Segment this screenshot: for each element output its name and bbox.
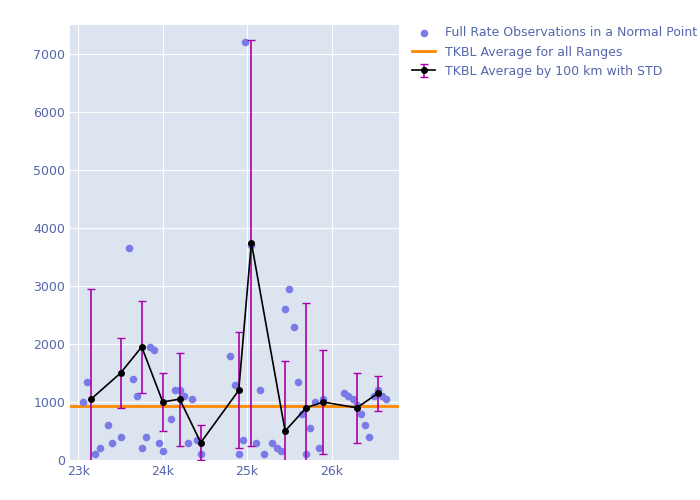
Full Rate Observations in a Normal Point xyxy=(229,380,240,388)
Full Rate Observations in a Normal Point xyxy=(267,438,278,446)
Full Rate Observations in a Normal Point xyxy=(136,444,147,452)
Full Rate Observations in a Normal Point xyxy=(140,433,151,441)
Full Rate Observations in a Normal Point xyxy=(284,285,295,293)
Full Rate Observations in a Normal Point xyxy=(90,450,101,458)
Full Rate Observations in a Normal Point xyxy=(351,401,363,409)
Full Rate Observations in a Normal Point xyxy=(360,421,371,429)
Full Rate Observations in a Normal Point xyxy=(292,378,303,386)
Full Rate Observations in a Normal Point xyxy=(115,433,126,441)
Full Rate Observations in a Normal Point xyxy=(347,395,358,403)
Legend: Full Rate Observations in a Normal Point, TKBL Average for all Ranges, TKBL Aver: Full Rate Observations in a Normal Point… xyxy=(409,22,700,82)
Full Rate Observations in a Normal Point xyxy=(225,352,236,360)
Full Rate Observations in a Normal Point xyxy=(300,450,312,458)
Full Rate Observations in a Normal Point xyxy=(254,386,265,394)
Full Rate Observations in a Normal Point xyxy=(304,424,316,432)
Full Rate Observations in a Normal Point xyxy=(170,386,181,394)
Full Rate Observations in a Normal Point xyxy=(132,392,143,400)
Full Rate Observations in a Normal Point xyxy=(166,416,177,424)
Full Rate Observations in a Normal Point xyxy=(127,375,139,383)
Full Rate Observations in a Normal Point xyxy=(77,398,88,406)
Full Rate Observations in a Normal Point xyxy=(191,436,202,444)
Full Rate Observations in a Normal Point xyxy=(271,444,282,452)
Full Rate Observations in a Normal Point xyxy=(258,450,270,458)
Full Rate Observations in a Normal Point xyxy=(123,244,134,252)
Full Rate Observations in a Normal Point xyxy=(314,444,325,452)
Full Rate Observations in a Normal Point xyxy=(343,392,354,400)
Full Rate Observations in a Normal Point xyxy=(275,448,286,456)
Full Rate Observations in a Normal Point xyxy=(356,410,367,418)
Full Rate Observations in a Normal Point xyxy=(250,438,261,446)
Full Rate Observations in a Normal Point xyxy=(377,392,388,400)
Full Rate Observations in a Normal Point xyxy=(195,450,206,458)
Full Rate Observations in a Normal Point xyxy=(296,410,307,418)
Full Rate Observations in a Normal Point xyxy=(368,392,379,400)
Full Rate Observations in a Normal Point xyxy=(318,395,329,403)
Full Rate Observations in a Normal Point xyxy=(372,386,384,394)
Full Rate Observations in a Normal Point xyxy=(309,398,320,406)
Full Rate Observations in a Normal Point xyxy=(364,433,375,441)
Full Rate Observations in a Normal Point xyxy=(153,438,164,446)
Full Rate Observations in a Normal Point xyxy=(339,390,350,398)
Full Rate Observations in a Normal Point xyxy=(233,450,244,458)
Full Rate Observations in a Normal Point xyxy=(237,436,248,444)
Full Rate Observations in a Normal Point xyxy=(288,322,299,330)
Full Rate Observations in a Normal Point xyxy=(381,395,392,403)
Full Rate Observations in a Normal Point xyxy=(149,346,160,354)
Full Rate Observations in a Normal Point xyxy=(174,386,186,394)
Full Rate Observations in a Normal Point xyxy=(144,343,155,351)
Full Rate Observations in a Normal Point xyxy=(239,38,250,46)
Full Rate Observations in a Normal Point xyxy=(183,438,194,446)
Full Rate Observations in a Normal Point xyxy=(102,421,113,429)
Full Rate Observations in a Normal Point xyxy=(246,242,257,250)
Full Rate Observations in a Normal Point xyxy=(178,392,190,400)
Full Rate Observations in a Normal Point xyxy=(81,378,92,386)
Full Rate Observations in a Normal Point xyxy=(158,448,169,456)
Full Rate Observations in a Normal Point xyxy=(187,395,198,403)
Full Rate Observations in a Normal Point xyxy=(106,438,118,446)
Full Rate Observations in a Normal Point xyxy=(94,444,105,452)
Full Rate Observations in a Normal Point xyxy=(279,305,290,313)
